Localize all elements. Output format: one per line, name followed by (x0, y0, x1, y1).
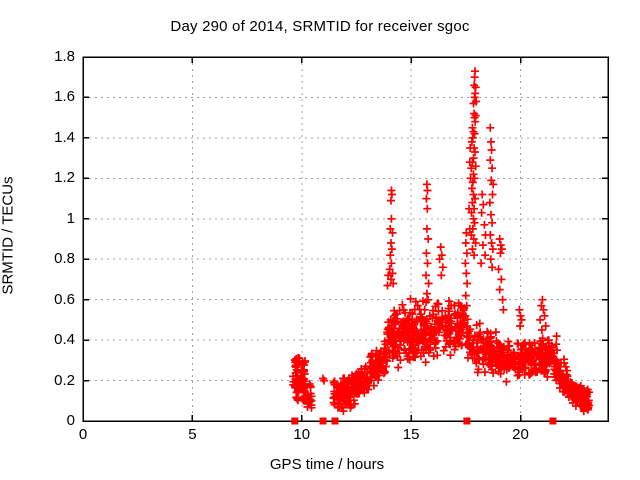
y-tick-label: 0.6 (54, 290, 75, 308)
x-tick-label: 5 (188, 426, 197, 443)
zero-value-marker (319, 417, 327, 425)
y-tick-label: 1 (66, 209, 75, 227)
y-tick-label: 1.2 (54, 169, 75, 187)
zero-value-marker (549, 417, 557, 425)
y-tick-label: 0.2 (54, 371, 75, 389)
scatter-points (289, 67, 594, 416)
zero-value-marker (331, 417, 339, 425)
chart-title: Day 290 of 2014, SRMTID for receiver sgo… (170, 18, 470, 35)
zero-value-marker (463, 417, 471, 425)
y-tick-label: 0.4 (54, 331, 75, 349)
y-tick-label: 1.4 (54, 128, 75, 146)
x-tick-label: 0 (78, 426, 88, 443)
x-tick-label: 10 (293, 426, 311, 443)
x-tick-label: 15 (402, 426, 420, 443)
x-tick-label: 20 (512, 426, 529, 443)
y-axis-title: SRMTID / TECUs (0, 176, 17, 295)
y-tick-label: 0.8 (54, 250, 75, 268)
zero-value-marker (291, 417, 299, 425)
y-tick-label: 1.8 (54, 48, 75, 65)
y-tick-label: 1.6 (54, 88, 75, 106)
x-axis-title: GPS time / hours (269, 456, 385, 473)
y-tick-label: 0 (66, 412, 75, 429)
